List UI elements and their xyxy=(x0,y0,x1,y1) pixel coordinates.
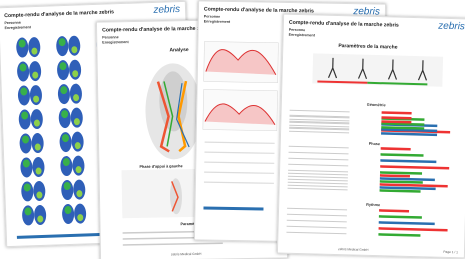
shape xyxy=(289,119,349,122)
shape xyxy=(287,214,347,217)
shape xyxy=(379,221,435,225)
shape xyxy=(289,125,349,128)
shape xyxy=(288,176,348,179)
shape xyxy=(380,159,436,163)
shape xyxy=(290,110,350,113)
subheading: Phase d'appui à gauche xyxy=(139,164,182,169)
shape xyxy=(289,131,349,134)
shape xyxy=(288,170,348,173)
shape xyxy=(289,146,349,149)
shape xyxy=(379,227,448,231)
shape xyxy=(287,208,347,211)
page-number: Page 1 / 1 xyxy=(443,250,458,254)
shape xyxy=(287,226,347,229)
shape xyxy=(382,111,412,114)
shape xyxy=(381,147,411,150)
shape xyxy=(287,220,347,223)
shape xyxy=(289,152,349,155)
document-collage: Compte-rendu d'analyse de la marche zebr… xyxy=(0,0,465,259)
shape xyxy=(380,180,423,184)
shape xyxy=(380,153,423,157)
section-heading: Géométrie xyxy=(367,103,386,107)
shape xyxy=(378,233,420,237)
shape xyxy=(288,188,348,191)
shape xyxy=(380,171,422,175)
section-heading: Phase xyxy=(369,142,380,146)
shape xyxy=(286,232,346,235)
section-heading: Rythme xyxy=(366,203,380,207)
shape xyxy=(288,164,348,167)
shape xyxy=(288,185,348,188)
shape xyxy=(380,165,449,169)
shape xyxy=(379,209,409,212)
footer: zebris Medical GmbH xyxy=(171,252,202,257)
shape xyxy=(288,179,348,182)
shape xyxy=(380,189,421,193)
shape xyxy=(379,215,422,219)
footer: zebris Medical GmbH xyxy=(338,247,369,252)
shape xyxy=(380,174,410,177)
report-page: Compte-rendu d'analyse de la marche zebr… xyxy=(277,14,465,259)
shape xyxy=(288,182,348,185)
parameter-table xyxy=(278,15,465,258)
shape xyxy=(288,173,348,176)
shape xyxy=(288,158,348,161)
